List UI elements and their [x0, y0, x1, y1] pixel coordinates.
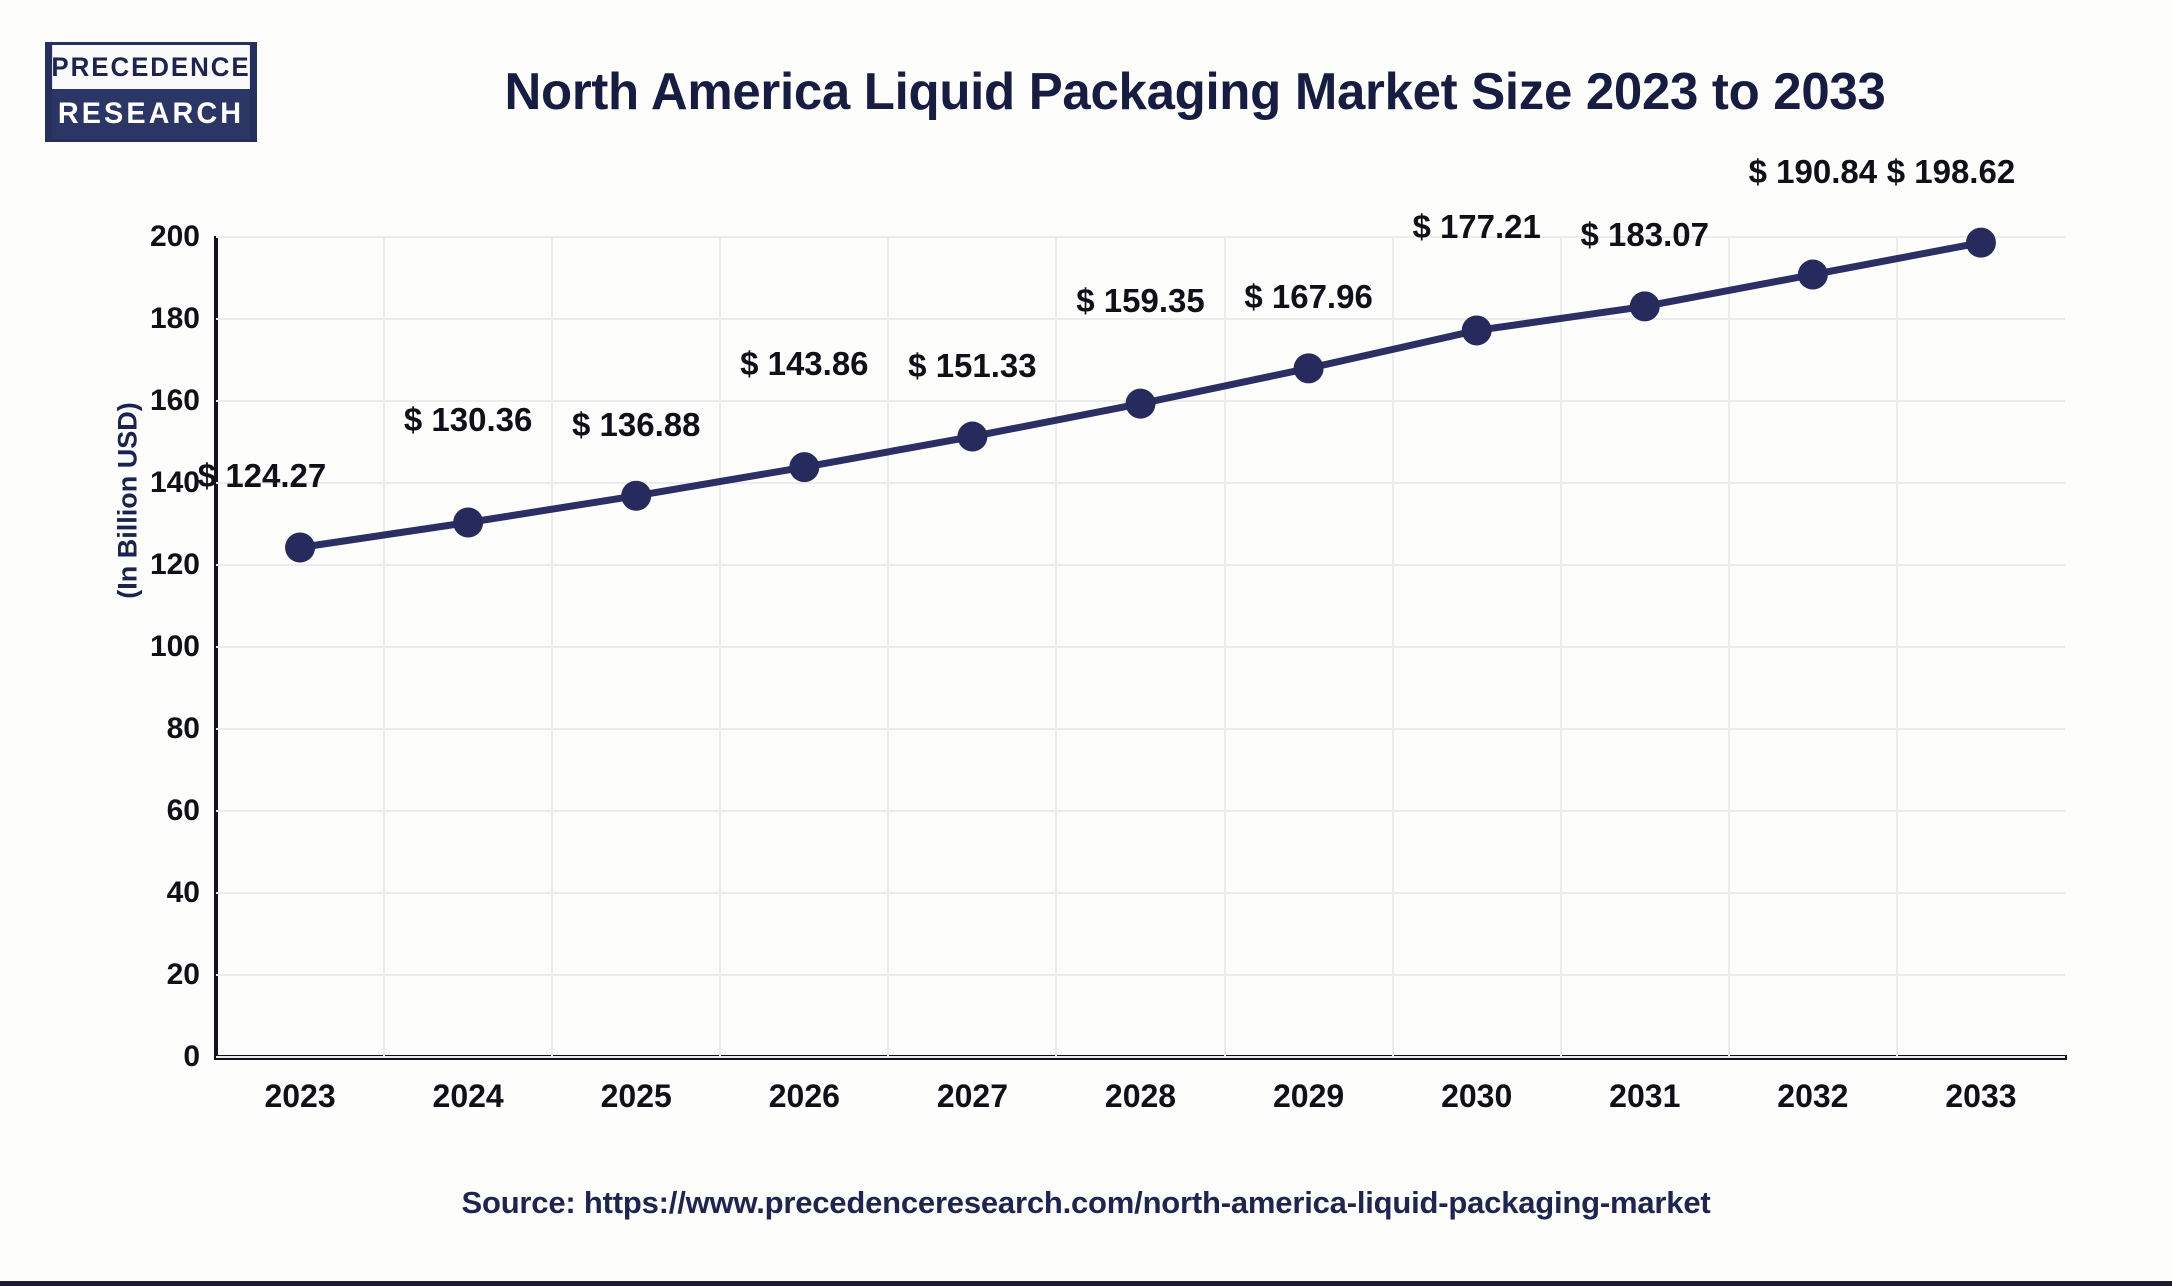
x-axis-tick-label: 2030 — [1441, 1078, 1513, 1114]
data-point-label: $ 190.84 — [1748, 152, 1878, 190]
y-axis-tick-label: 180 — [149, 302, 200, 335]
logo-line-precedence: PRECEDENCE — [51, 45, 250, 90]
x-axis-tick-label: 2026 — [768, 1078, 840, 1114]
gridline-vertical — [383, 237, 386, 1057]
gridline-vertical — [1895, 237, 1898, 1057]
data-point-marker[interactable] — [957, 421, 988, 452]
y-axis-tick-label: 40 — [166, 876, 200, 909]
y-axis-line — [214, 236, 218, 1060]
gridline-vertical — [1055, 237, 1058, 1057]
series-line-chart — [285, 227, 1996, 563]
gridline-vertical — [551, 237, 554, 1057]
gridline-vertical — [1727, 237, 1730, 1057]
x-axis-tick-label: 2029 — [1272, 1078, 1345, 1114]
y-axis-tick-label: 80 — [166, 712, 200, 745]
gridline-horizontal — [216, 810, 2065, 812]
data-point-marker[interactable] — [1629, 291, 1660, 322]
data-point-marker[interactable] — [1797, 259, 1828, 290]
gridline-vertical — [1223, 237, 1226, 1057]
y-axis-tick-labels: 0 20 40 60 80 100 120 140 160 180 200 — [40, 220, 200, 1073]
gridline-horizontal — [216, 892, 2065, 894]
x-axis-tick-label: 2025 — [600, 1078, 672, 1114]
y-axis-tick-label: 100 — [149, 630, 200, 663]
gridline-horizontal — [216, 1056, 2065, 1058]
gridline-horizontal — [216, 564, 2065, 566]
x-axis-tick-label: 2023 — [264, 1078, 336, 1114]
x-axis-tick-label: 2028 — [1104, 1078, 1177, 1114]
gridline-horizontal — [216, 236, 2065, 238]
data-point-marker[interactable] — [453, 507, 484, 538]
data-point-marker[interactable] — [1125, 388, 1156, 419]
gridline-vertical — [1559, 237, 1562, 1057]
data-point-marker[interactable] — [1965, 227, 1996, 258]
data-point-marker[interactable] — [1293, 353, 1324, 384]
y-axis-tick-label: 0 — [183, 1040, 200, 1073]
data-point-marker[interactable] — [1461, 315, 1492, 346]
data-point-marker[interactable] — [621, 480, 652, 511]
y-axis-tick-label: 200 — [149, 220, 200, 253]
data-point-label: $ 177.21 — [1412, 208, 1541, 246]
data-point-marker[interactable] — [789, 452, 820, 483]
source-caption: Source: https://www.precedenceresearch.c… — [461, 1185, 1711, 1220]
y-axis-tick-label: 160 — [149, 384, 200, 417]
data-point-label: $ 198.62 — [1886, 152, 2016, 190]
data-point-label: $ 183.07 — [1580, 216, 1709, 254]
data-point-label: $ 167.96 — [1244, 278, 1373, 316]
gridline-vertical — [887, 237, 890, 1057]
gridline-horizontal — [216, 646, 2065, 648]
data-point-label: $ 143.86 — [740, 345, 869, 383]
gridline-horizontal — [216, 974, 2065, 976]
data-point-label: $ 124.27 — [197, 457, 327, 495]
precedence-research-logo: PRECEDENCE RESEARCH — [45, 42, 257, 142]
y-axis-tick-label: 20 — [166, 958, 200, 991]
gridline-horizontal — [216, 318, 2065, 320]
data-point-marker[interactable] — [285, 532, 316, 563]
y-axis-tick-label: 140 — [149, 466, 200, 499]
data-point-label: $ 159.35 — [1076, 281, 1205, 319]
gridline-vertical — [1391, 237, 1394, 1057]
gridline-vertical — [719, 237, 722, 1057]
data-point-label: $ 130.36 — [403, 400, 533, 438]
data-point-label: $ 151.33 — [908, 346, 1037, 384]
x-axis-tick-label: 2031 — [1609, 1078, 1681, 1114]
logo-line-research: RESEARCH — [52, 89, 250, 139]
y-axis-tick-label: 60 — [166, 794, 200, 827]
x-axis-tick-label: 2033 — [1945, 1078, 2017, 1114]
x-axis-tick-label: 2027 — [936, 1078, 1008, 1114]
plot-area — [216, 227, 2065, 1058]
x-axis-tick-label: 2032 — [1777, 1078, 1849, 1114]
y-axis-tick-label: 120 — [149, 548, 200, 581]
gridline-horizontal — [216, 482, 2065, 484]
data-point-label: $ 136.88 — [571, 405, 701, 443]
x-axis-tick-label: 2024 — [432, 1078, 504, 1114]
page-title: North America Liquid Packaging Market Si… — [504, 63, 1886, 121]
gridline-horizontal — [216, 728, 2065, 730]
